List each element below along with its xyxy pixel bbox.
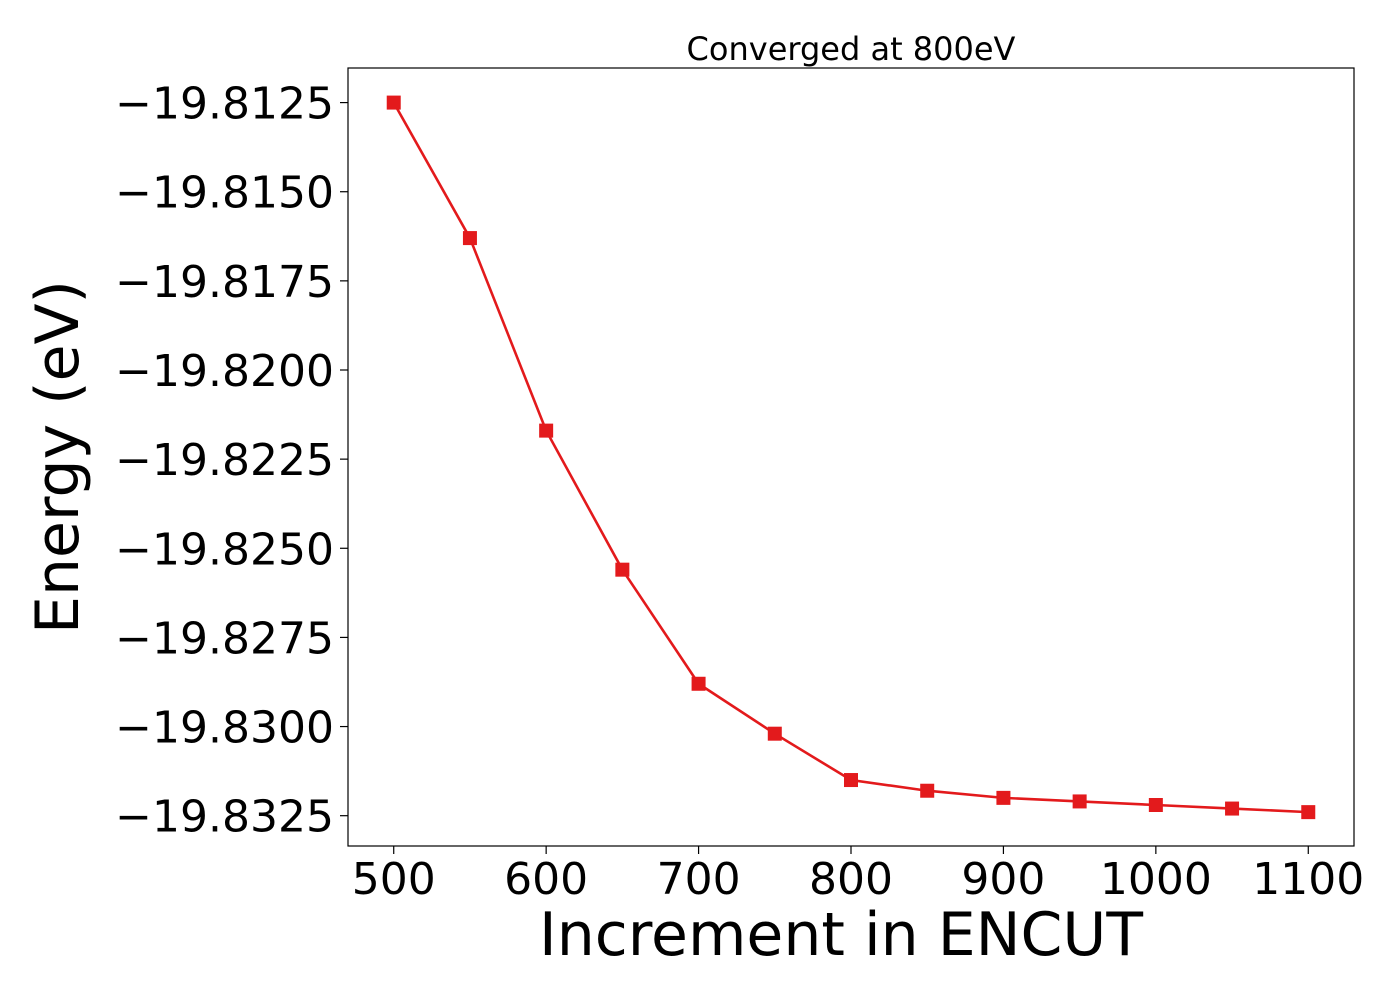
x-axis-ticks: 500 600 700 800 900 1000 1100 bbox=[352, 846, 1364, 905]
y-tick-label: −19.8300 bbox=[115, 703, 334, 754]
y-tick-label: −19.8175 bbox=[115, 257, 334, 308]
y-tick-label: −19.8250 bbox=[115, 524, 334, 575]
data-point-marker bbox=[844, 773, 858, 788]
data-point-marker bbox=[691, 676, 706, 691]
x-tick-label: 900 bbox=[961, 854, 1045, 905]
y-tick-label: −19.8225 bbox=[115, 435, 334, 486]
x-axis-label: Increment in ENCUT bbox=[539, 900, 1143, 970]
data-point-marker bbox=[1301, 805, 1316, 820]
y-tick-label: −19.8150 bbox=[115, 168, 334, 219]
y-tick-label: −19.8200 bbox=[115, 346, 334, 397]
x-tick-label: 1000 bbox=[1100, 854, 1212, 905]
y-tick-label: −19.8275 bbox=[115, 613, 334, 664]
x-tick-label: 1100 bbox=[1252, 854, 1364, 905]
y-tick-label: −19.8325 bbox=[115, 792, 334, 843]
chart-title: Converged at 800eV bbox=[687, 30, 1016, 68]
x-tick-label: 800 bbox=[809, 854, 893, 905]
x-tick-label: 700 bbox=[657, 854, 741, 905]
data-point-marker bbox=[386, 95, 401, 110]
y-tick-label: −19.8125 bbox=[115, 79, 334, 130]
x-tick-label: 600 bbox=[504, 854, 588, 905]
data-point-marker bbox=[1225, 801, 1240, 816]
y-axis-ticks: −19.8125 −19.8150 −19.8175 −19.8200 −19.8225… bbox=[115, 79, 348, 843]
data-point-marker bbox=[462, 231, 477, 246]
data-point-marker bbox=[1072, 794, 1087, 809]
data-point-marker bbox=[615, 562, 630, 577]
data-point-marker bbox=[1148, 798, 1163, 812]
series-group bbox=[386, 95, 1316, 820]
y-axis-label: Energy (eV) bbox=[23, 280, 93, 634]
data-point-marker bbox=[539, 423, 554, 438]
plot-area bbox=[347, 67, 1355, 847]
x-tick-label: 500 bbox=[352, 854, 436, 905]
data-point-marker bbox=[920, 783, 935, 798]
data-point-marker bbox=[996, 790, 1011, 805]
data-point-marker bbox=[767, 726, 782, 741]
